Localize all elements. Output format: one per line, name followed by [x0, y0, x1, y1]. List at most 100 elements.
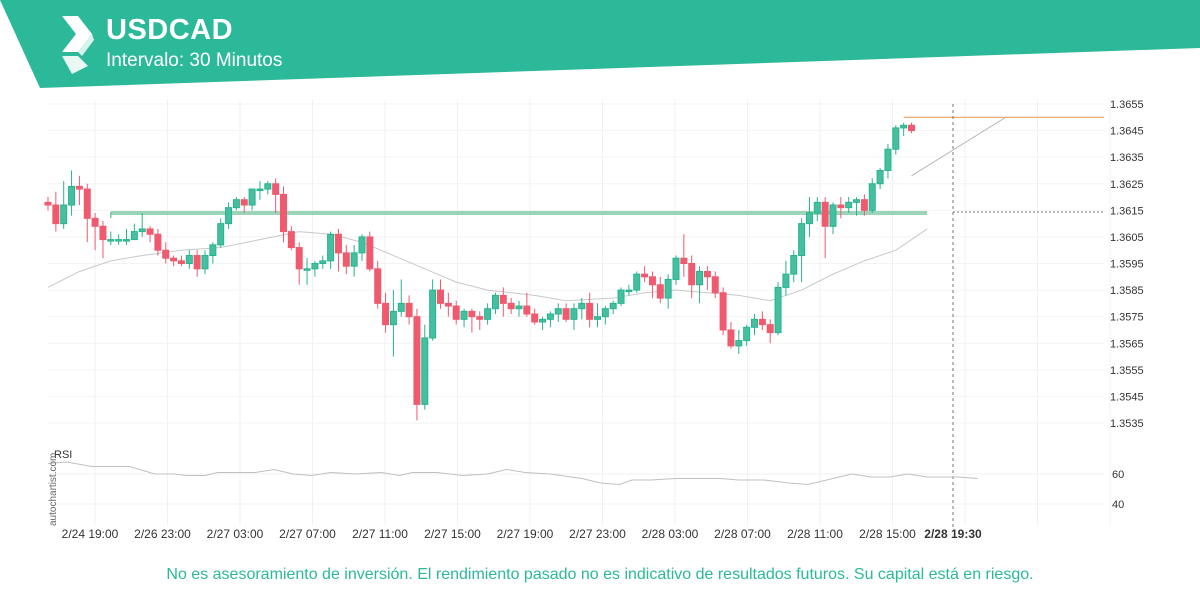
candle-fill	[790, 255, 797, 275]
candle-body	[476, 316, 484, 320]
y-tick-label: 1.3585	[1110, 285, 1144, 297]
candle-fill	[233, 199, 240, 208]
candle-body	[452, 305, 460, 320]
candle-fill	[665, 279, 672, 299]
candle-fill	[398, 303, 405, 312]
candle-body	[727, 329, 735, 347]
candle-fill	[390, 311, 397, 325]
candle-fill	[830, 205, 836, 227]
y-tick-label: 1.3595	[1110, 259, 1144, 271]
candle-fill	[806, 212, 813, 224]
candle-body	[758, 318, 766, 326]
candle-fill	[735, 340, 742, 346]
candle-fill	[311, 263, 318, 269]
watermark-text: autochartist.com	[48, 453, 59, 526]
candle-body	[295, 247, 303, 270]
candlestick-series	[44, 122, 915, 421]
x-tick-label: 2/27 23:00	[569, 527, 626, 541]
candle-fill	[539, 319, 546, 322]
candle-fill	[256, 189, 263, 191]
candle-fill	[751, 319, 758, 328]
y-tick-label: 1.3635	[1110, 152, 1144, 164]
y-tick-label: 1.3645	[1110, 126, 1144, 138]
y-tick-label: 1.3605	[1110, 232, 1144, 244]
candle-fill	[107, 239, 114, 242]
candle-fill	[202, 255, 208, 269]
y-tick-label: 1.3575	[1110, 312, 1144, 324]
candle-body	[44, 201, 52, 206]
candle-fill	[351, 252, 358, 267]
candle-body	[821, 201, 829, 227]
candle-body	[531, 313, 539, 323]
candle-fill	[123, 239, 130, 242]
candle-body	[860, 199, 868, 211]
candle-body	[342, 252, 350, 267]
y-tick-label: 1.3565	[1110, 338, 1144, 350]
candle-fill	[492, 295, 499, 309]
rsi-panel: RSI 60 40	[47, 449, 1124, 511]
y-tick-label: 1.3535	[1110, 418, 1144, 430]
candle-fill	[900, 125, 907, 128]
y-tick-label: 1.3545	[1110, 391, 1144, 403]
x-tick-label: 2/27 19:00	[497, 527, 554, 541]
candle-body	[719, 292, 727, 331]
instrument-symbol: USDCAD	[106, 14, 234, 46]
candle-body	[405, 302, 413, 318]
candle-body	[374, 268, 382, 304]
candle-fill	[421, 337, 428, 405]
candle-body	[52, 204, 60, 225]
candle-body	[680, 257, 688, 264]
candle-body	[154, 233, 162, 251]
candle-fill	[743, 327, 750, 341]
candle-body	[437, 289, 444, 304]
candle-body	[586, 302, 594, 320]
x-tick-label: 2/28 03:00	[642, 527, 699, 541]
header-banner-shape	[0, 0, 1200, 88]
x-tick-label: 2/27 15:00	[424, 527, 481, 541]
candle-body	[177, 260, 185, 265]
candle-fill	[264, 183, 271, 190]
x-highlight-label: 2/28 19:30	[924, 527, 982, 541]
candle-body	[162, 249, 170, 259]
candle-fill	[869, 183, 876, 211]
candle-fill	[892, 127, 899, 150]
candle-fill	[570, 308, 577, 320]
moving-average-line	[47, 228, 928, 302]
y-axis-labels: 1.3655 1.3645 1.3635 1.3625 1.3615 1.3605 1.35…	[1110, 99, 1144, 430]
candle-body	[703, 270, 711, 278]
candle-body	[334, 233, 342, 254]
candle-fill	[884, 149, 891, 171]
support-line	[110, 211, 928, 218]
x-tick-label: 2/28 07:00	[714, 527, 771, 541]
candle-body	[507, 302, 515, 310]
candle-fill	[186, 255, 193, 264]
candle-fill	[319, 260, 326, 264]
candle-fill	[249, 189, 256, 206]
candle-fill	[775, 287, 782, 333]
candle-body	[711, 276, 719, 294]
candle-fill	[217, 223, 224, 245]
candle-fill	[814, 202, 821, 213]
candle-fill	[461, 311, 468, 320]
candle-fill	[673, 258, 679, 280]
candle-fill	[60, 205, 67, 224]
candle-fill	[327, 234, 334, 261]
candle-fill	[555, 308, 562, 315]
candle-body	[837, 204, 845, 209]
candle-fill	[516, 306, 522, 309]
rsi-grid	[48, 473, 1104, 505]
moving-average	[47, 228, 928, 302]
x-tick-label: 2/28 15:00	[859, 527, 916, 541]
price-chart: 1.3655 1.3645 1.3635 1.3625 1.3615 1.3605 1.35…	[44, 99, 1144, 541]
x-tick-label: 2/28 11:00	[787, 527, 843, 541]
candle-body	[648, 276, 656, 286]
candle-body	[468, 310, 476, 318]
chart-interval: Intervalo: 30 Minutos	[106, 50, 283, 71]
candle-body	[99, 225, 107, 241]
candle-fill	[304, 268, 311, 271]
watermark: autochartist.com	[48, 453, 59, 526]
candle-fill	[625, 290, 632, 292]
x-tick-label: 2/27 11:00	[352, 527, 408, 541]
candle-body	[280, 193, 287, 233]
candle-body	[908, 124, 915, 132]
